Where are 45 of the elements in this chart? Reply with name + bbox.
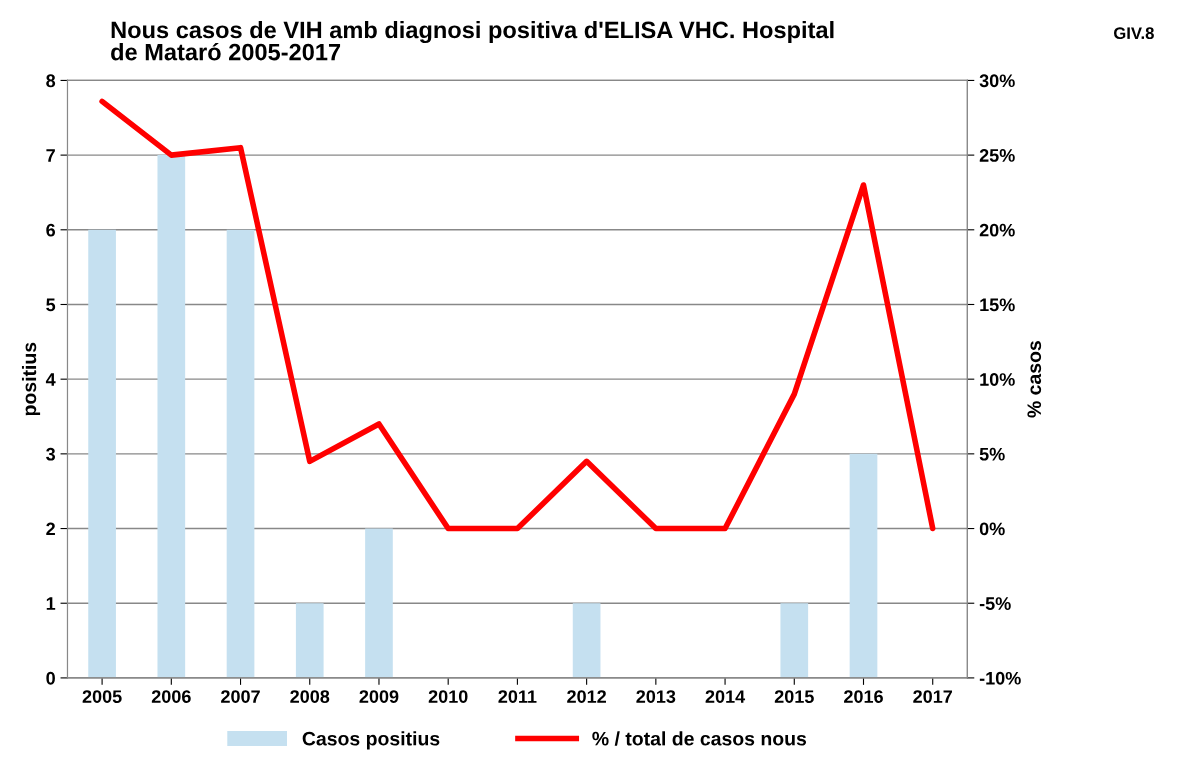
y-tick-label: 3 xyxy=(46,447,56,461)
bar xyxy=(88,229,116,678)
x-tick-label: 2015 xyxy=(774,690,814,703)
y2-tick-label: 20% xyxy=(979,223,1015,237)
bar xyxy=(295,603,324,678)
chart-title: Nous casos de VIH amb diagnosi positiva d'ELISA VHC. Hospital de Mataró 2005-2017 xyxy=(111,20,834,61)
y2-tick-label: 15% xyxy=(980,298,1015,312)
x-tick-label: 2008 xyxy=(290,690,330,703)
y2-tick-label: 25% xyxy=(979,149,1015,162)
y2-axis-title: % casos xyxy=(1027,341,1042,418)
text: GIV.8 xyxy=(1114,27,1154,40)
y2-tick-label: -10% xyxy=(979,671,1021,685)
bar xyxy=(365,528,393,678)
x-tick-label: 2006 xyxy=(151,690,191,703)
y-tick-label: 4 xyxy=(45,373,56,386)
x-tick-label: 2010 xyxy=(428,690,468,703)
y-tick-label: 1 xyxy=(46,597,56,610)
bar xyxy=(849,453,878,678)
x-tick-label: 2016 xyxy=(844,690,883,703)
bar xyxy=(226,229,255,678)
y-tick-label: 6 xyxy=(46,223,56,237)
x-tick-label: 2009 xyxy=(359,690,399,703)
y-tick-label: 2 xyxy=(46,522,55,536)
y2-tick-label: 5% xyxy=(979,447,1005,461)
x-tick-label: 2017 xyxy=(913,690,953,703)
legend-label: % / total de casos nous xyxy=(592,731,807,746)
x-tick-label: 2013 xyxy=(636,690,676,703)
legend-label: Casos positius xyxy=(302,731,440,750)
y2-tick-label: 30% xyxy=(979,74,1015,88)
bar xyxy=(780,603,809,678)
bar xyxy=(157,155,186,678)
x-tick-label: 2014 xyxy=(705,690,746,703)
y2-tick-label: -5% xyxy=(979,597,1011,610)
y-axis-title: positius xyxy=(21,342,41,416)
y2-tick-label: 0% xyxy=(979,522,1005,536)
y-tick-label: 8 xyxy=(46,74,56,88)
y-tick-label: 7 xyxy=(46,149,55,162)
y-tick-label: 0 xyxy=(46,671,55,685)
x-tick-label: 2005 xyxy=(82,690,122,703)
bar xyxy=(572,603,601,678)
y2-tick-label: 10% xyxy=(980,373,1015,386)
y-tick-label: 5 xyxy=(46,298,56,312)
x-tick-label: 2007 xyxy=(221,690,260,703)
x-tick-label: 2011 xyxy=(498,690,537,703)
x-tick-label: 2012 xyxy=(567,690,606,703)
